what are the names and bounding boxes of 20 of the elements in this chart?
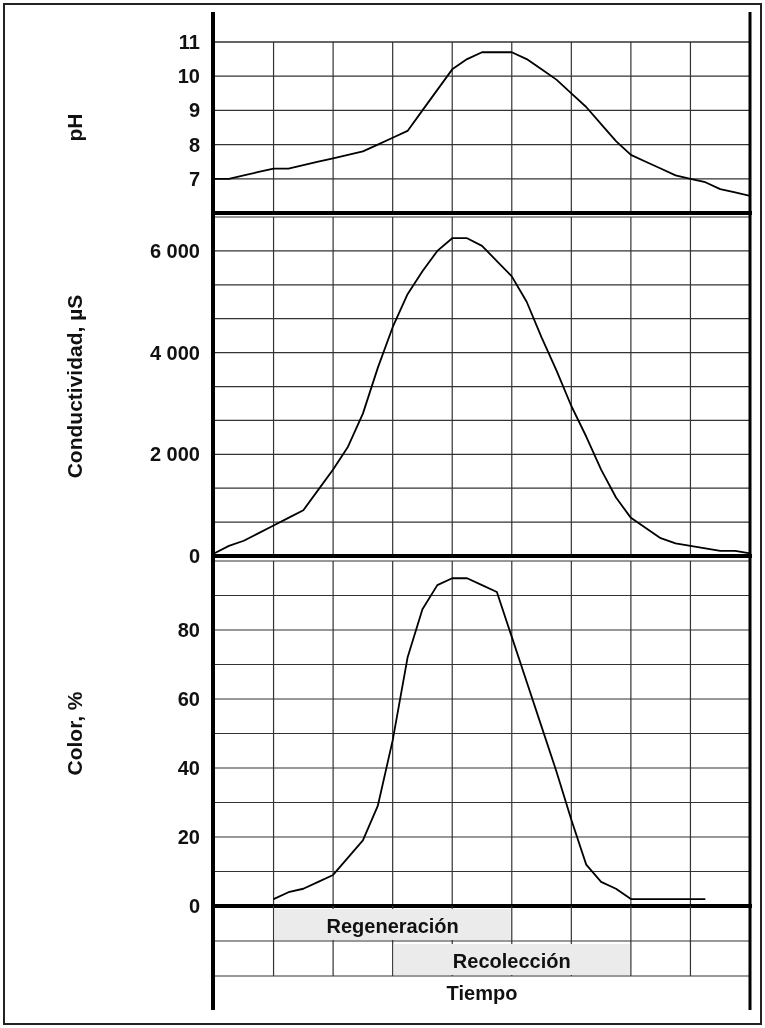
y-tick-label: 9: [188, 99, 200, 122]
y-tick-label: 11: [178, 30, 200, 53]
y-tick-label: 8: [188, 133, 200, 156]
text: Recolección: [452, 949, 571, 972]
x-axis-title: Tiempo: [446, 982, 518, 1004]
y-tick-label: 80: [177, 618, 200, 641]
y-tick-label: 0: [188, 544, 200, 567]
y-tick-label: 6 000: [149, 239, 200, 262]
y-tick-label: 0: [188, 894, 200, 917]
y-axis-title: Conductividad, µS: [63, 294, 86, 479]
y-tick-label: 2 000: [149, 443, 200, 466]
y-tick-label: 10: [177, 65, 200, 88]
y-tick-label: 4 000: [149, 341, 200, 364]
y-axis-title: pH: [63, 113, 86, 142]
text: Regeneración: [326, 914, 459, 937]
y-tick-label: 60: [177, 687, 200, 710]
y-tick-label: 40: [177, 756, 200, 779]
y-tick-label: 7: [188, 167, 200, 190]
y-axis-title: Color, %: [63, 691, 86, 776]
y-tick-label: 20: [177, 825, 200, 848]
